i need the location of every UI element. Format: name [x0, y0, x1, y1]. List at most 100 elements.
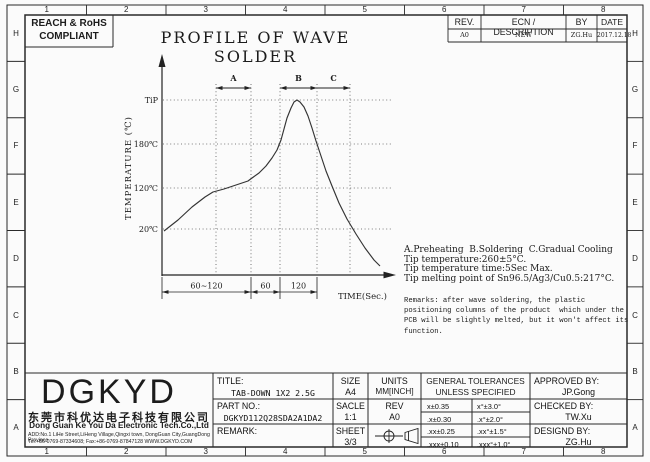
part-no-label: PART NO.: — [217, 401, 261, 411]
grid-row-label: G — [631, 85, 639, 95]
grid-column-label: 4 — [283, 447, 288, 456]
date-col-header: DATE — [600, 17, 624, 27]
y-tick-120: 120℃ — [134, 184, 158, 193]
tolerance-x3: .xxx±0.10 — [427, 439, 459, 449]
drawing-title: PROFILE OF WAVE SOLDER — [160, 28, 351, 66]
grid-row-label: F — [632, 141, 638, 151]
temperature-profile-curve — [163, 99, 381, 267]
title-block-lines — [25, 372, 627, 447]
border-tick-marks — [7, 5, 643, 456]
process-notes: A.Preheating B.Soldering C.Gradual Cooli… — [404, 245, 615, 284]
date-cell: 2017.12.18 — [597, 31, 632, 39]
segment-label-cooling: 120 — [291, 282, 306, 291]
grid-row-label: C — [13, 310, 19, 320]
zone-dimension-arrows — [216, 86, 350, 90]
profile-chart: TiP 180℃ 120℃ 20℃ A B C 60~120 60 120 TI… — [123, 54, 396, 302]
grid-row-label: F — [13, 141, 19, 151]
designed-by-value: ZG.Hu — [565, 436, 592, 447]
tolerance-x1-angle: .x°±2.0° — [477, 414, 503, 424]
size-value: A4 — [345, 387, 356, 397]
company-name-cn: 东莞市科优达电子科技有限公司 — [28, 412, 210, 424]
remarks-text: Remarks: after wave soldering, the plast… — [404, 297, 629, 336]
grid-column-label: 1 — [44, 5, 49, 14]
checked-by-value: TW.Xu — [565, 412, 592, 422]
rev-value: A0 — [389, 412, 400, 422]
company-name-en: Dong Guan Ke You Da Electronic Tech.Co.,… — [29, 421, 209, 430]
zone-label-a: A — [229, 73, 237, 83]
zone-label-c: C — [330, 73, 336, 83]
grid-row-label: A — [13, 423, 19, 433]
grid-column-label: 1 — [44, 447, 49, 456]
approved-by-value: JP.Gong — [561, 387, 596, 397]
grid-column-label: 3 — [203, 5, 208, 14]
grid-row-label: H — [632, 28, 638, 38]
grid-column-label: 8 — [601, 447, 606, 456]
grid-row-label: D — [632, 254, 638, 264]
compliance-box-lines — [25, 15, 114, 48]
checked-by-label: CHECKED BY: — [534, 401, 594, 411]
scale-value: 1:1 — [344, 412, 357, 422]
grid-column-label: 2 — [124, 447, 129, 456]
part-no-value: DGKYD112Q28SDA2A1DA2 — [223, 412, 323, 423]
rev-label: REV — [385, 401, 404, 411]
segment-label-preheat: 60~120 — [190, 282, 222, 291]
grid-row-label: A — [632, 423, 638, 433]
time-dimension-lines — [161, 277, 318, 299]
grid-row-label: D — [13, 254, 19, 264]
units-label: UNITS — [381, 376, 408, 386]
title-value: TAB-DOWN 1X2 2.5G — [231, 387, 315, 398]
segment-label-solder: 60 — [260, 282, 270, 291]
title-label: TITLE: — [217, 376, 244, 386]
company-logo: DGKYD — [41, 373, 177, 411]
grid-column-label: 7 — [521, 5, 526, 14]
grid-row-label: B — [13, 366, 19, 376]
x-axis-label: TIME(Sec.) — [338, 291, 387, 302]
y-tick-180: 180℃ — [134, 140, 158, 149]
ecn-cell: NEW — [514, 31, 533, 39]
grid-column-label: 5 — [362, 447, 367, 456]
tolerance-x: x±0.35 — [427, 402, 450, 411]
grid-column-label: 7 — [521, 447, 526, 456]
y-tick-tip: TiP — [145, 96, 159, 105]
grid-row-label: B — [632, 366, 638, 376]
grid-column-label: 6 — [442, 5, 447, 14]
chart-axes — [158, 54, 396, 279]
sheet-value: 3/3 — [344, 436, 357, 447]
compliance-badge-line1: REACH & RoHS — [31, 18, 107, 29]
approved-by-label: APPROVED BY: — [534, 376, 600, 386]
compliance-badge-line2: COMPLIANT — [39, 31, 99, 42]
grid-column-label: 3 — [203, 447, 208, 456]
remark-label: REMARK: — [217, 426, 258, 436]
units-value: MM[INCH] — [375, 387, 414, 396]
tolerance-x3-angle: .xxx°±1.0° — [477, 439, 511, 449]
zone-label-b: B — [295, 73, 302, 83]
designed-by-label: DESIGND BY: — [534, 426, 591, 436]
grid-column-label: 8 — [601, 5, 606, 14]
tolerance-x2: .xx±0.25 — [427, 427, 455, 436]
rev-col-header: REV. — [454, 17, 475, 27]
rev-cell: A0 — [460, 31, 469, 39]
scale-label: SACLE — [336, 401, 365, 411]
by-cell: ZG.Hu — [570, 31, 593, 39]
grid-column-label: 5 — [362, 5, 367, 14]
tolerance-x1: .x±0.30 — [427, 414, 452, 424]
chart-gridlines — [163, 84, 392, 274]
tolerances-title: GENERAL TOLERANCES UNLESS SPECIFIED — [426, 376, 525, 397]
grid-column-label: 6 — [442, 447, 447, 456]
tolerance-x2-angle: .xx°±1.5° — [477, 427, 507, 436]
grid-row-label: C — [632, 310, 638, 320]
sheet-label: SHEET — [335, 426, 366, 436]
grid-row-label: E — [632, 197, 638, 207]
y-tick-20: 20℃ — [139, 225, 158, 234]
tolerance-x-angle: x°±3.0° — [477, 402, 501, 411]
grid-column-label: 4 — [283, 5, 288, 14]
revision-table-lines — [447, 15, 627, 43]
company-address: ADD:No.1 LiHe Street,LiHeng Village,Qing… — [28, 432, 210, 444]
company-contact: Tel:+86-0769-87334608; Fax:+86-0769-8784… — [28, 439, 193, 445]
y-axis-label: TEMPERATURE (℃) — [123, 116, 134, 220]
grid-row-label: H — [13, 28, 19, 38]
ecn-col-header: ECN / DESCRIPTION — [493, 17, 554, 37]
by-col-header: BY — [575, 17, 588, 27]
